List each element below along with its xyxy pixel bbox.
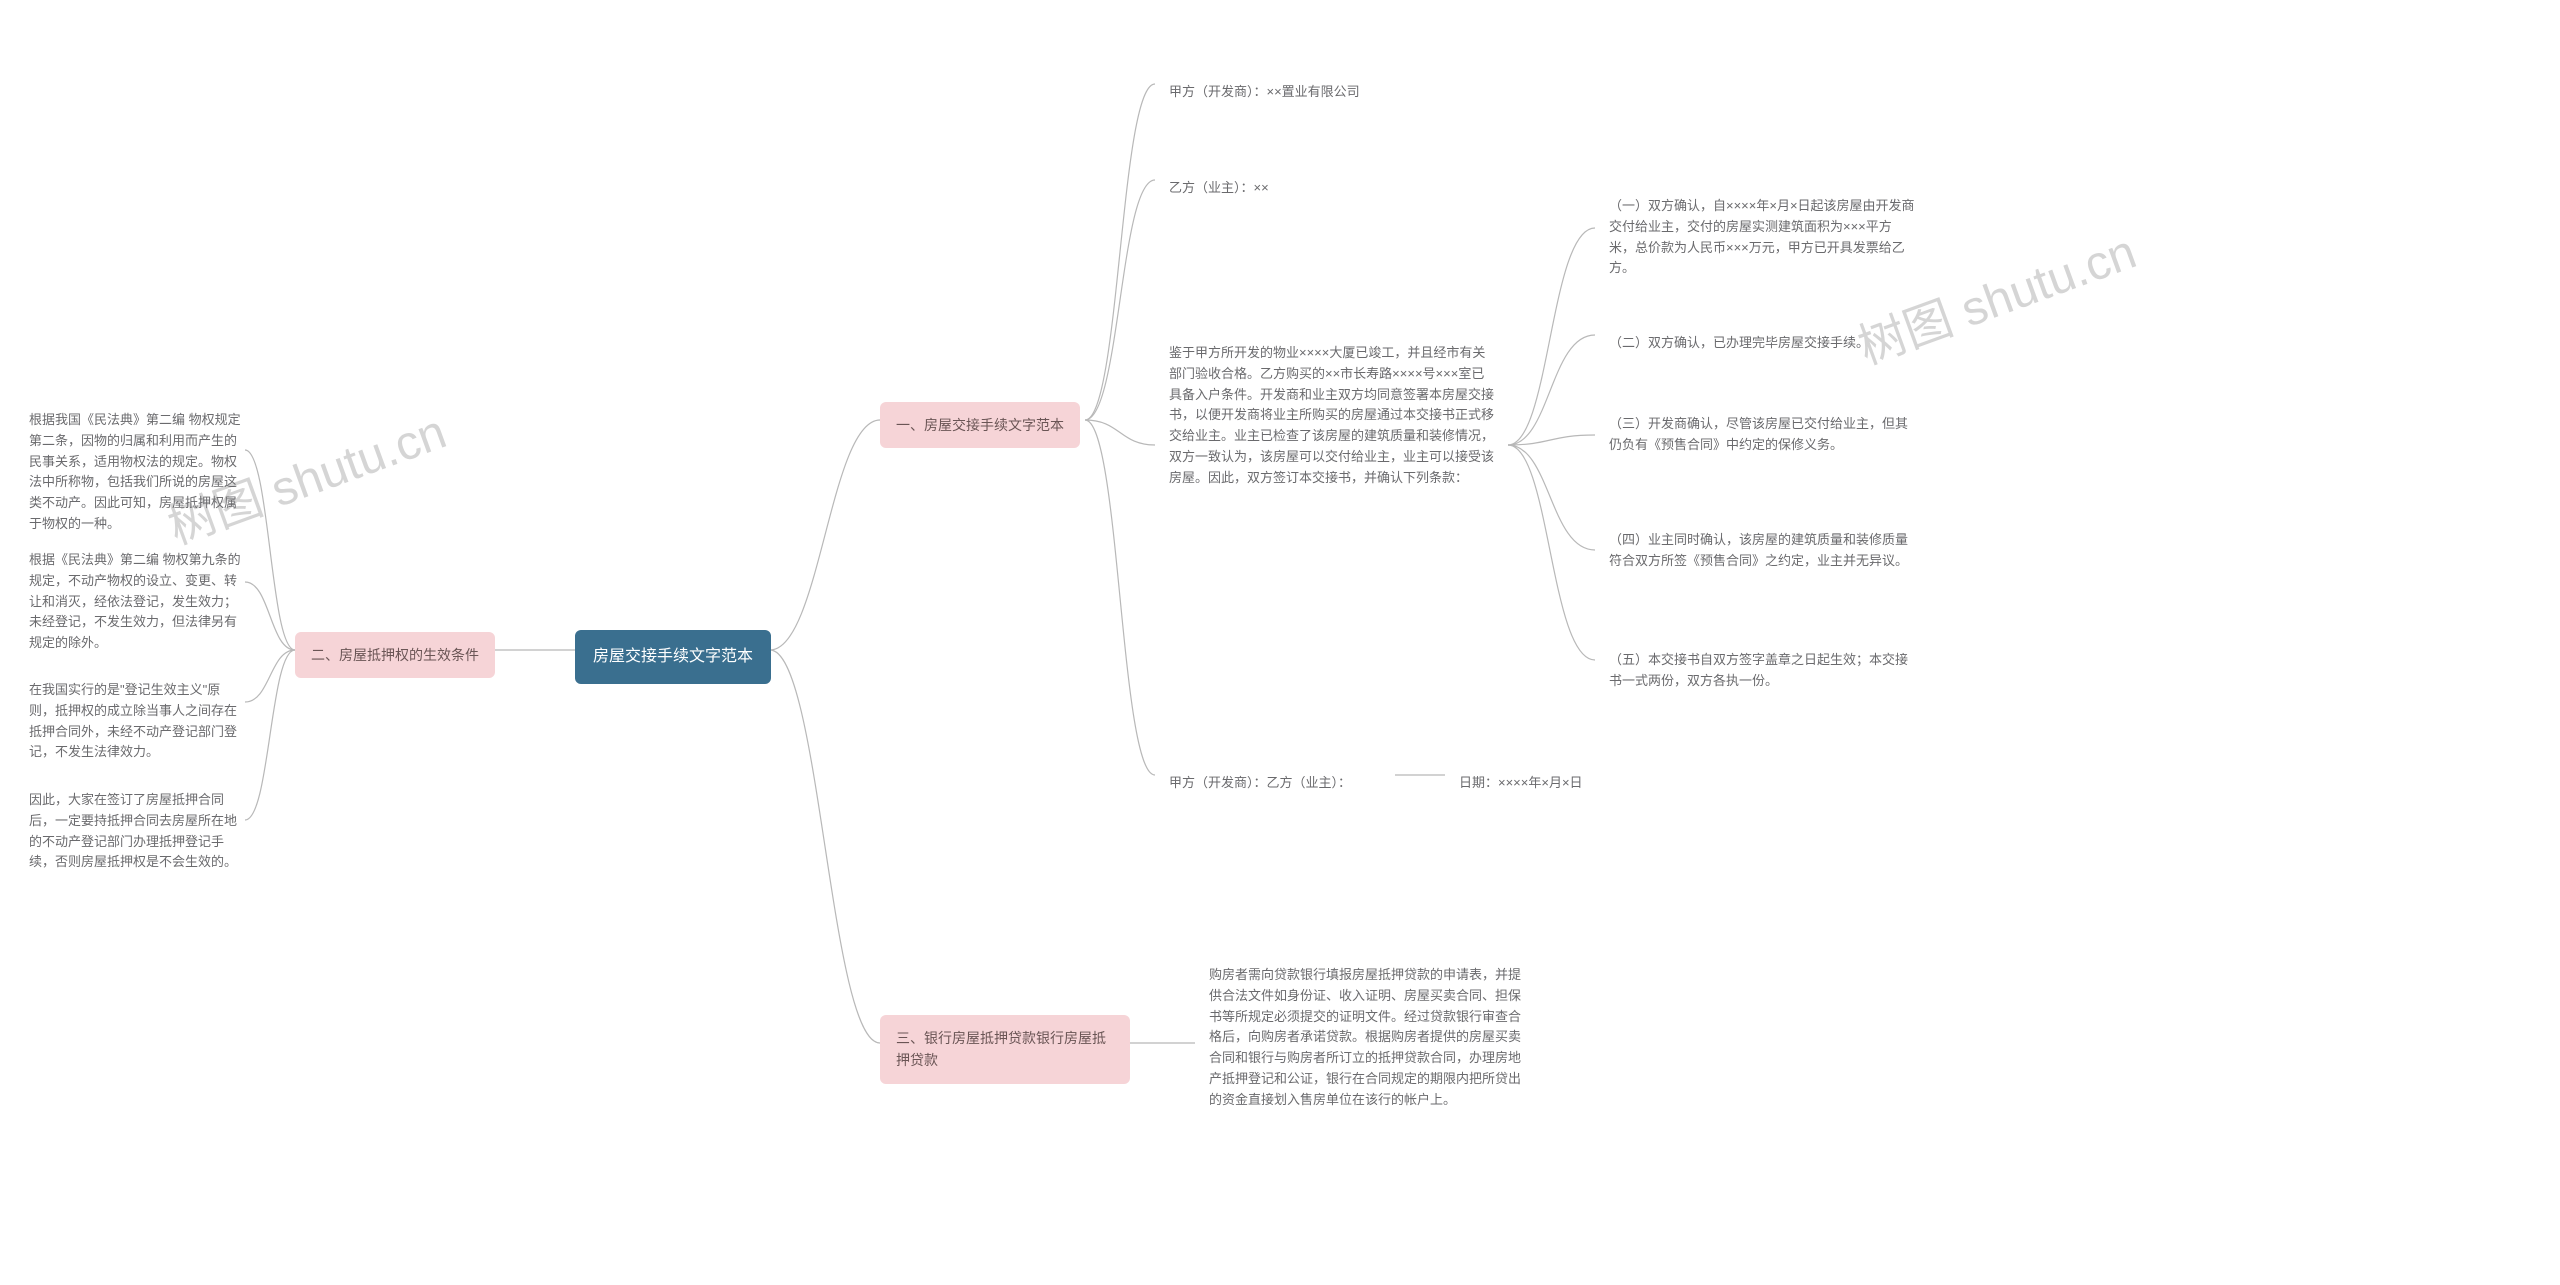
- section-3[interactable]: 三、银行房屋抵押贷款银行房屋抵押贷款: [880, 1015, 1130, 1084]
- s2-child-4: 因此，大家在签订了房屋抵押合同后，一定要持抵押合同去房屋所在地的不动产登记部门办…: [15, 780, 255, 883]
- s1-child-4: 甲方（开发商）：乙方（业主）：: [1155, 763, 1415, 804]
- s1-c4-1: 日期：××××年×月×日: [1445, 763, 1645, 804]
- s1-c3-5: （五）本交接书自双方签字盖章之日起生效；本交接书一式两份，双方各执一份。: [1595, 640, 1930, 702]
- s1-c3-2: （二）双方确认，已办理完毕房屋交接手续。: [1595, 323, 1930, 364]
- s3-child-1: 购房者需向贷款银行填报房屋抵押贷款的申请表，并提供合法文件如身份证、收入证明、房…: [1195, 955, 1545, 1121]
- section-2[interactable]: 二、房屋抵押权的生效条件: [295, 632, 495, 678]
- section-1[interactable]: 一、房屋交接手续文字范本: [880, 402, 1080, 448]
- s1-child-2: 乙方（业主）：××: [1155, 168, 1455, 209]
- s1-c3-4: （四）业主同时确认，该房屋的建筑质量和装修质量符合双方所签《预售合同》之约定，业…: [1595, 520, 1930, 582]
- s2-child-3: 在我国实行的是"登记生效主义"原则，抵押权的成立除当事人之间存在抵押合同外，未经…: [15, 670, 255, 773]
- s1-child-3: 鉴于甲方所开发的物业××××大厦已竣工，并且经市有关部门验收合格。乙方购买的××…: [1155, 333, 1508, 499]
- s1-c3-1: （一）双方确认，自××××年×月×日起该房屋由开发商交付给业主，交付的房屋实测建…: [1595, 186, 1930, 289]
- s2-child-2: 根据《民法典》第二编 物权第九条的规定，不动产物权的设立、变更、转让和消灭，经依…: [15, 540, 255, 664]
- root-node[interactable]: 房屋交接手续文字范本: [575, 630, 771, 684]
- s2-child-1: 根据我国《民法典》第二编 物权规定第二条，因物的归属和利用而产生的民事关系，适用…: [15, 400, 255, 545]
- s1-child-1: 甲方（开发商）：××置业有限公司: [1155, 72, 1455, 113]
- s1-c3-3: （三）开发商确认，尽管该房屋已交付给业主，但其仍负有《预售合同》中约定的保修义务…: [1595, 404, 1930, 466]
